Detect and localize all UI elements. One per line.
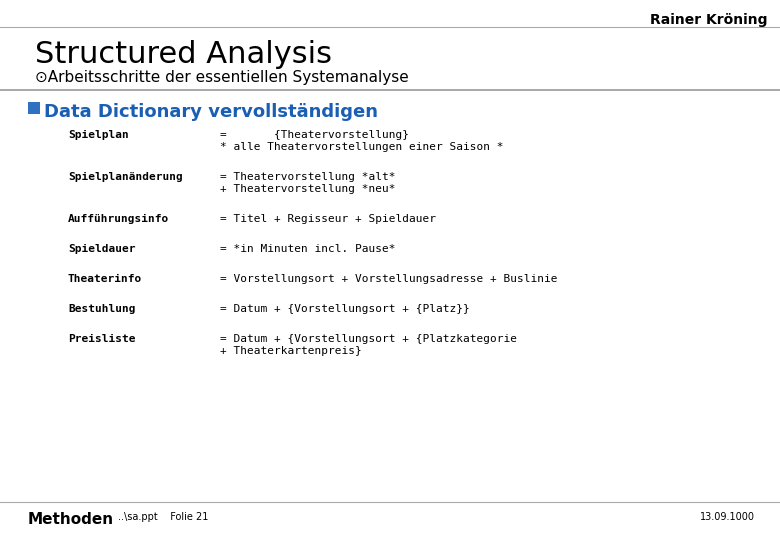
Text: 13.09.1000: 13.09.1000 [700,512,755,522]
Text: = Datum + {Vorstellungsort + {Platz}}: = Datum + {Vorstellungsort + {Platz}} [220,304,470,314]
Text: = *in Minuten incl. Pause*: = *in Minuten incl. Pause* [220,244,395,254]
Text: = Datum + {Vorstellungsort + {Platzkategorie: = Datum + {Vorstellungsort + {Platzkateg… [220,334,517,344]
Text: Preisliste: Preisliste [68,334,136,344]
Text: = Theatervorstellung *alt*: = Theatervorstellung *alt* [220,172,395,182]
Text: Rainer Kröning: Rainer Kröning [651,13,768,27]
Text: + Theaterkartenpreis}: + Theaterkartenpreis} [220,346,362,356]
Text: + Theatervorstellung *neu*: + Theatervorstellung *neu* [220,184,395,194]
Text: = Vorstellungsort + Vorstellungsadresse + Buslinie: = Vorstellungsort + Vorstellungsadresse … [220,274,558,284]
Text: =       {Theatervorstellung}: = {Theatervorstellung} [220,130,409,140]
Text: Bestuhlung: Bestuhlung [68,304,136,314]
Text: Spieldauer: Spieldauer [68,244,136,254]
Text: = Titel + Regisseur + Spieldauer: = Titel + Regisseur + Spieldauer [220,214,436,224]
Text: Spielplan: Spielplan [68,130,129,140]
Text: Structured Analysis: Structured Analysis [35,40,332,69]
Text: ..\sa.ppt    Folie 21: ..\sa.ppt Folie 21 [118,512,208,522]
Text: ⊙Arbeitsschritte der essentiellen Systemanalyse: ⊙Arbeitsschritte der essentiellen System… [35,70,409,85]
Text: Spielplanänderung: Spielplanänderung [68,172,183,182]
Text: Theaterinfo: Theaterinfo [68,274,142,284]
Text: Data Dictionary vervollständigen: Data Dictionary vervollständigen [44,103,378,121]
Text: Methoden: Methoden [28,512,114,527]
Text: Aufführungsinfo: Aufführungsinfo [68,214,169,224]
Text: * alle Theatervorstellungen einer Saison *: * alle Theatervorstellungen einer Saison… [220,142,504,152]
FancyBboxPatch shape [28,102,40,114]
